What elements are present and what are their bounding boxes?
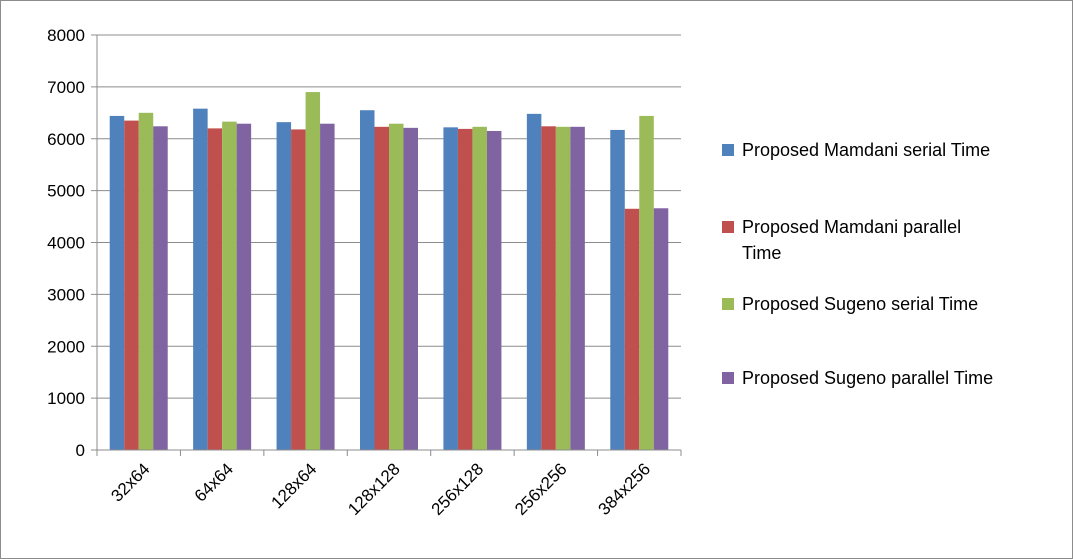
bar-384x256-series-4: [653, 208, 669, 450]
bar-128x128-series-1: [360, 110, 375, 450]
bar-256x128-series-3: [472, 126, 487, 450]
bar-128x64-series-1: [276, 122, 292, 451]
bar-256x128-series-1: [443, 127, 458, 451]
legend-label: Proposed Sugeno serial Time: [742, 294, 978, 314]
y-tick-label: 7000: [47, 78, 85, 97]
bar-256x128-series-2: [457, 128, 473, 451]
bar-64x64-series-4: [236, 123, 252, 451]
bar-64x64-series-3: [222, 121, 237, 450]
bar-32x64-series-3: [138, 112, 154, 450]
bar-256x256-series-3: [555, 126, 571, 450]
bar-128x64-series-4: [320, 123, 335, 451]
x-tick-label: 384x256: [595, 459, 655, 519]
x-tick-label: 128x128: [344, 459, 404, 519]
legend-label: Proposed Mamdani serial Time: [742, 140, 990, 160]
bar-64x64-series-2: [207, 128, 223, 450]
bars: [109, 92, 669, 451]
legend-swatch: [722, 144, 734, 156]
bar-256x256-series-2: [541, 126, 556, 451]
legend-swatch: [722, 221, 734, 233]
y-tick-label: 5000: [47, 182, 85, 201]
y-tick-label: 4000: [47, 234, 85, 253]
bar-384x256-series-2: [624, 208, 640, 450]
x-tick-label: 64x64: [191, 459, 237, 505]
y-tick-label: 3000: [47, 285, 85, 304]
y-tick-label: 0: [76, 441, 85, 460]
bar-256x256-series-4: [570, 126, 585, 450]
x-tick-label: 128x64: [268, 459, 321, 512]
bar-128x128-series-3: [389, 123, 404, 451]
y-tick-label: 8000: [47, 26, 85, 45]
bar-384x256-series-3: [639, 115, 654, 451]
bar-32x64-series-4: [153, 126, 168, 451]
y-tick-label: 6000: [47, 130, 85, 149]
bar-128x64-series-2: [291, 129, 306, 450]
axes: [91, 34, 682, 456]
bar-384x256-series-1: [610, 129, 625, 450]
bar-128x64-series-3: [305, 92, 321, 450]
bar-128x128-series-4: [403, 127, 418, 450]
legend-label: Proposed Mamdani parallel: [742, 217, 961, 237]
x-tick-label: 32x64: [107, 459, 153, 505]
x-tick-label: 256x128: [428, 459, 488, 519]
bar-128x128-series-2: [374, 126, 389, 450]
legend-label: Proposed Sugeno parallel Time: [742, 368, 993, 388]
bar-256x256-series-1: [526, 113, 542, 450]
legend-swatch: [722, 298, 734, 310]
bar-32x64-series-1: [109, 115, 125, 451]
y-tick-label: 2000: [47, 337, 85, 356]
bar-32x64-series-2: [124, 120, 139, 450]
legend: Proposed Mamdani serial Time Proposed Mam…: [722, 140, 993, 388]
bar-64x64-series-1: [193, 108, 208, 450]
x-tick-label: 256x256: [511, 459, 571, 519]
legend-label: Time: [742, 243, 781, 263]
y-tick-label: 1000: [47, 389, 85, 408]
bar-256x128-series-4: [486, 130, 502, 450]
legend-swatch: [722, 372, 734, 384]
